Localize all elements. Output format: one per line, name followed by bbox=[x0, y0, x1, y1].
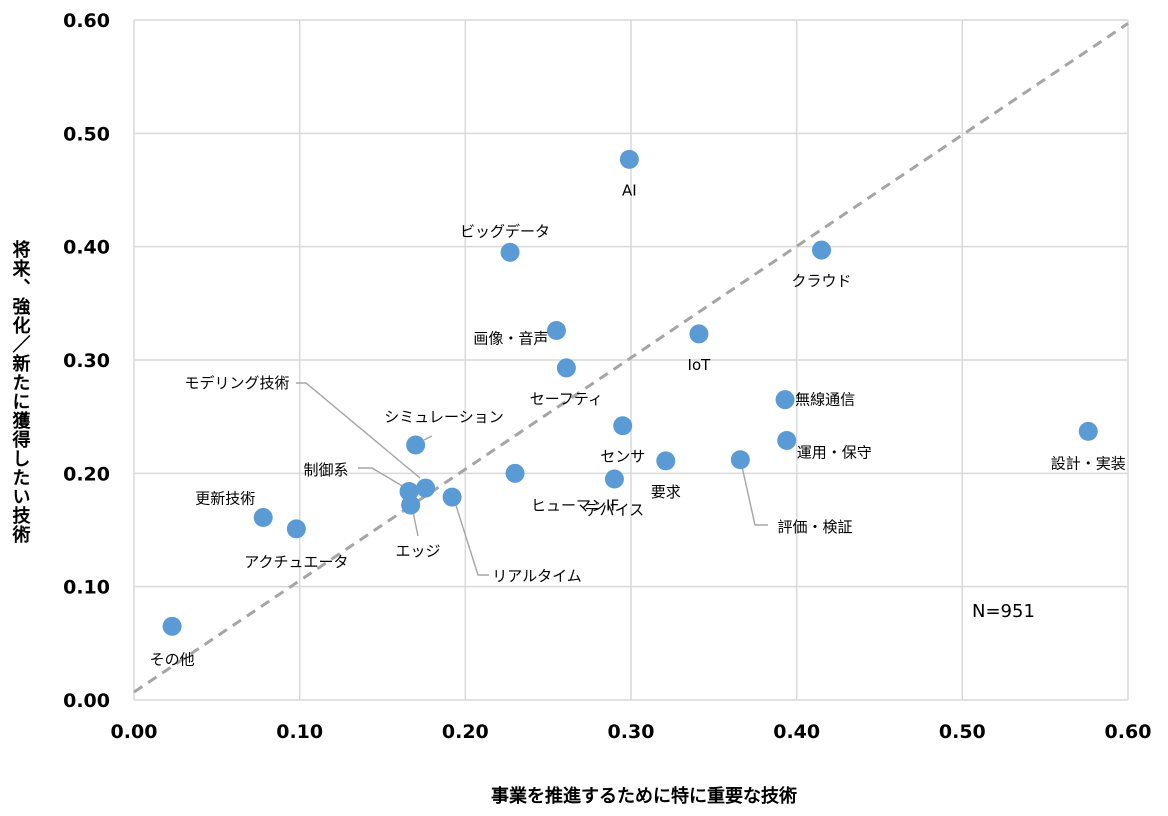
y-tick-label-2: 0.20 bbox=[63, 463, 110, 485]
x-tick-label-1: 0.10 bbox=[276, 721, 323, 743]
y-tick-label-3: 0.30 bbox=[63, 350, 110, 372]
y-tick-label-1: 0.10 bbox=[63, 577, 110, 599]
leader-line-評価・検証 bbox=[740, 461, 768, 526]
leader-lines bbox=[296, 382, 768, 576]
point-リアルタイム bbox=[442, 487, 462, 507]
y-tick-label-6: 0.60 bbox=[63, 10, 110, 32]
point-label-制御系: 制御系 bbox=[303, 461, 348, 479]
point-label-エッジ: エッジ bbox=[395, 542, 440, 560]
reference-line bbox=[133, 22, 1129, 694]
point-デバイス bbox=[604, 469, 624, 489]
leader-line-モデリング技術 bbox=[296, 382, 421, 479]
point-label-運用・保守: 運用・保守 bbox=[797, 443, 872, 461]
point-label-設計・実装: 設計・実装 bbox=[1051, 454, 1126, 472]
point-セーフティ bbox=[556, 358, 576, 378]
sample-size-note: N=951 bbox=[972, 601, 1035, 622]
point-更新技術 bbox=[253, 508, 273, 528]
x-tick-label-4: 0.40 bbox=[773, 721, 820, 743]
y-tick-label-4: 0.40 bbox=[63, 237, 110, 259]
point-label-セーフティ: セーフティ bbox=[530, 390, 603, 408]
x-tick-label-2: 0.20 bbox=[442, 721, 489, 743]
point-label-ヒューマンif: ヒューマンIF bbox=[531, 496, 619, 514]
point-label-デバイス: デバイス bbox=[585, 501, 645, 519]
point-label-その他: その他 bbox=[150, 650, 195, 668]
tick-labels: 0.00 0.10 0.20 0.30 0.40 0.50 0.60 0.00 0.10 0.20… bbox=[63, 10, 1151, 743]
point-エッジ bbox=[401, 495, 421, 515]
grid bbox=[133, 19, 1129, 701]
point-iot bbox=[689, 324, 709, 344]
y-tick-label-0: 0.00 bbox=[63, 690, 110, 712]
x-tick-label-0: 0.00 bbox=[111, 721, 158, 743]
y-axis-title: 将来、強化／新たに獲得したい技術 bbox=[10, 239, 32, 544]
point-モデリング技術 bbox=[416, 478, 436, 498]
point-label-センサ: センサ bbox=[600, 448, 645, 466]
point-label-無線通信: 無線通信 bbox=[795, 391, 855, 409]
point-ビッグデータ bbox=[500, 242, 520, 262]
point-運用・保守 bbox=[777, 430, 797, 450]
data-points bbox=[162, 149, 1098, 636]
y-tick-label-5: 0.50 bbox=[63, 123, 110, 145]
point-label-リアルタイム: リアルタイム bbox=[492, 567, 582, 585]
point-画像・音声 bbox=[546, 321, 566, 341]
point-ai bbox=[619, 149, 639, 169]
point-クラウド bbox=[812, 240, 832, 260]
point-label-画像・音声: 画像・音声 bbox=[473, 330, 548, 348]
point-要求 bbox=[656, 451, 676, 471]
point-label-ビッグデータ: ビッグデータ bbox=[460, 222, 550, 240]
point-label-シミュレーション: シミュレーション bbox=[384, 408, 503, 426]
point-label-モデリング技術: モデリング技術 bbox=[184, 374, 289, 392]
point-label-要求: 要求 bbox=[651, 483, 681, 501]
x-tick-label-3: 0.30 bbox=[608, 721, 655, 743]
point-シミュレーション bbox=[406, 435, 426, 455]
point-アクチュエータ bbox=[286, 519, 306, 539]
point-その他 bbox=[162, 616, 182, 636]
point-label-更新技術: 更新技術 bbox=[195, 490, 255, 508]
point-ヒューマンif bbox=[505, 463, 525, 483]
point-評価・検証 bbox=[730, 450, 750, 470]
point-label-ai: AI bbox=[622, 181, 637, 199]
point-無線通信 bbox=[775, 390, 795, 410]
x-tick-label-5: 0.50 bbox=[939, 721, 986, 743]
point-label-アクチュエータ: アクチュエータ bbox=[244, 553, 348, 571]
leader-line-制御系 bbox=[358, 467, 405, 488]
x-axis-title: 事業を推進するために特に重要な技術 bbox=[491, 785, 797, 807]
leader-line-シミュレーション bbox=[423, 435, 433, 441]
leader-line-リアルタイム bbox=[453, 498, 489, 576]
x-tick-label-6: 0.60 bbox=[1105, 721, 1152, 743]
point-label-クラウド: クラウド bbox=[792, 272, 852, 290]
point-label-評価・検証: 評価・検証 bbox=[777, 518, 852, 536]
point-センサ bbox=[613, 416, 633, 436]
point-設計・実装 bbox=[1078, 421, 1098, 441]
reference-line-layer bbox=[133, 22, 1129, 694]
point-label-iot: IoT bbox=[688, 356, 712, 374]
